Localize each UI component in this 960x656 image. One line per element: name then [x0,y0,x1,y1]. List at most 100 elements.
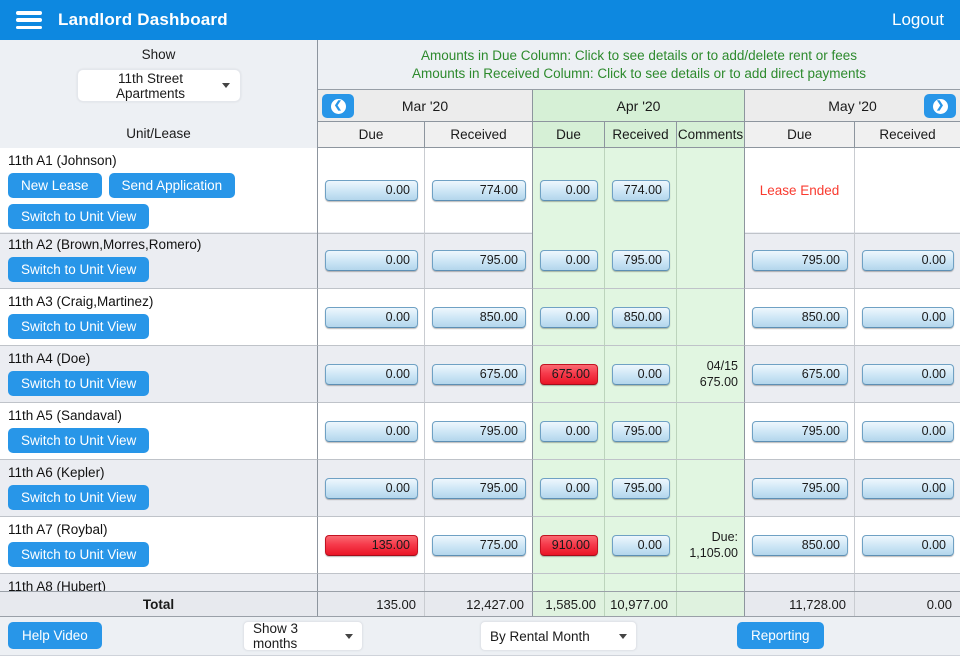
mar-received-amount-button[interactable]: 795.00 [432,249,526,271]
may-received-amount-button[interactable]: 0.00 [862,420,954,442]
month-header-mar: ❮ Mar '20 [318,90,533,122]
show-months-value: Show 3 months [253,621,299,651]
apr-received-amount-button[interactable]: 0.00 [612,534,670,556]
mar-received-amount-button[interactable]: 795.00 [432,477,526,499]
by-rental-month-dropdown[interactable]: By Rental Month [480,621,637,651]
mar-due-amount-button[interactable]: 0.00 [325,306,418,328]
may-due-amount-button[interactable]: 795.00 [752,420,848,442]
mar-received-amount-button[interactable]: 850.00 [432,306,526,328]
may-due-cell: 795.00 [745,403,855,460]
apr-due-amount-button[interactable]: 910.00 [540,534,598,556]
may-due-cell: 795.00 [745,232,855,289]
apr-received-amount-button[interactable]: 795.00 [612,477,670,499]
menu-icon[interactable] [16,11,42,29]
may-received-amount-button[interactable]: 0.00 [862,477,954,499]
next-month-button[interactable]: ❯ [924,94,956,118]
apr-due-amount-button[interactable]: 675.00 [540,363,598,385]
table-header-area: Show 11th Street Apartments Unit/Lease A… [0,40,960,148]
apr-due-cell: 0.00 [533,460,605,517]
lease-row: 11th A1 (Johnson) New Lease Send Applicati… [0,148,960,234]
may-due-cell: 850.00 [745,517,855,574]
logout-button[interactable]: Logout [892,10,944,29]
apr-due-amount-button[interactable]: 0.00 [540,477,598,499]
may-received-amount-button[interactable]: 0.00 [862,534,954,556]
apr-due-amount-button[interactable]: 0.00 [540,306,598,328]
mar-due-amount-button[interactable]: 0.00 [325,249,418,271]
by-rental-month-value: By Rental Month [490,628,590,644]
switch-to-unit-view-button[interactable]: Switch to Unit View [8,314,150,339]
lease-row: 11th A3 (Craig,Martinez) Switch to Unit V… [0,289,960,346]
property-selector-panel: Show 11th Street Apartments Unit/Lease [0,40,318,148]
apr-comments-cell: 04/15 675.00 [677,346,745,403]
help-video-button[interactable]: Help Video [8,622,102,649]
reporting-button[interactable]: Reporting [737,622,824,649]
lease-row: 11th A8 (Hubert) [0,574,960,591]
apr-received-cell: 795.00 [605,232,677,289]
show-months-dropdown[interactable]: Show 3 months [243,621,363,651]
may-due-amount-button[interactable]: 795.00 [752,477,848,499]
property-dropdown[interactable]: 11th Street Apartments [76,69,241,102]
apr-received-amount-button[interactable]: 850.00 [612,306,670,328]
mar-due-amount-button[interactable]: 0.00 [325,180,418,201]
may-received-cell [855,574,960,591]
apr-due-amount-button[interactable]: 0.00 [540,420,598,442]
bottom-toolbar: Help Video Show 3 months By Rental Month… [0,617,960,655]
unit-cell: 11th A5 (Sandaval) Switch to Unit View [0,403,318,460]
apr-due-amount-button[interactable]: 0.00 [540,249,598,271]
apr-due-amount-button[interactable]: 0.00 [540,180,598,201]
apr-due-cell: 0.00 [533,403,605,460]
mar-due-amount-button[interactable]: 135.00 [325,534,418,556]
mar-received-amount-button[interactable]: 795.00 [432,420,526,442]
switch-to-unit-view-button[interactable]: Switch to Unit View [8,204,150,229]
switch-to-unit-view-button[interactable]: Switch to Unit View [8,257,150,282]
switch-to-unit-view-button[interactable]: Switch to Unit View [8,485,150,510]
mar-due-amount-button[interactable]: 0.00 [325,420,418,442]
month-label: May '20 [828,97,877,114]
apr-received-amount-button[interactable]: 774.00 [612,180,670,201]
switch-to-unit-view-button[interactable]: Switch to Unit View [8,428,150,453]
months-header: Amounts in Due Column: Click to see deta… [318,40,960,148]
lease-row: 11th A7 (Roybal) Switch to Unit View 135.0… [0,517,960,574]
comment-line: Due: [711,529,738,544]
comment-line: 675.00 [699,375,738,389]
may-received-amount-button[interactable]: 0.00 [862,363,954,385]
may-due-amount-button[interactable]: 850.00 [752,306,848,328]
unit-label: 11th A4 (Doe) [8,351,91,366]
mar-received-amount-button[interactable]: 775.00 [432,534,526,556]
switch-to-unit-view-button[interactable]: Switch to Unit View [8,371,150,396]
mar-received-cell [425,574,533,591]
may-due-amount-button[interactable]: 850.00 [752,534,848,556]
unit-cell: 11th A2 (Brown,Morres,Romero) Switch to U… [0,232,318,289]
mar-due-amount-button[interactable]: 0.00 [325,363,418,385]
apr-received-cell [605,574,677,591]
unit-lease-column-label: Unit/Lease [126,126,191,141]
mar-received-amount-button[interactable]: 675.00 [432,363,526,385]
apr-received-amount-button[interactable]: 795.00 [612,249,670,271]
apr-due-cell: 0.00 [533,289,605,346]
apr-due-cell [533,574,605,591]
switch-to-unit-view-button[interactable]: Switch to Unit View [8,542,150,567]
prev-month-button[interactable]: ❮ [322,94,354,118]
total-mar-received: 12,427.00 [425,592,533,616]
may-received-amount-button[interactable]: 0.00 [862,306,954,328]
unit-actions: Switch to Unit View [8,371,150,396]
may-due-cell: Lease Ended [745,148,855,234]
comment-line: 04/15 [706,358,738,373]
apr-received-amount-button[interactable]: 0.00 [612,363,670,385]
unit-label: 11th A3 (Craig,Martinez) [8,294,154,309]
may-due-amount-button[interactable]: 675.00 [752,363,848,385]
send-application-button[interactable]: Send Application [108,173,236,198]
unit-actions: Switch to Unit View [8,485,150,510]
mar-due-amount-button[interactable]: 0.00 [325,477,418,499]
lease-rows: 11th A1 (Johnson) New Lease Send Applicati… [0,148,960,591]
may-received-amount-button[interactable]: 0.00 [862,249,954,271]
new-lease-button[interactable]: New Lease [8,173,102,198]
mar-due-cell: 0.00 [318,403,425,460]
mar-received-amount-button[interactable]: 774.00 [432,180,526,201]
may-due-amount-button[interactable]: 795.00 [752,249,848,271]
apr-received-amount-button[interactable]: 795.00 [612,420,670,442]
chevron-down-icon [221,83,230,88]
total-apr-due: 1,585.00 [533,592,605,616]
total-may-due: 11,728.00 [745,592,855,616]
unit-label: 11th A5 (Sandaval) [8,408,122,423]
